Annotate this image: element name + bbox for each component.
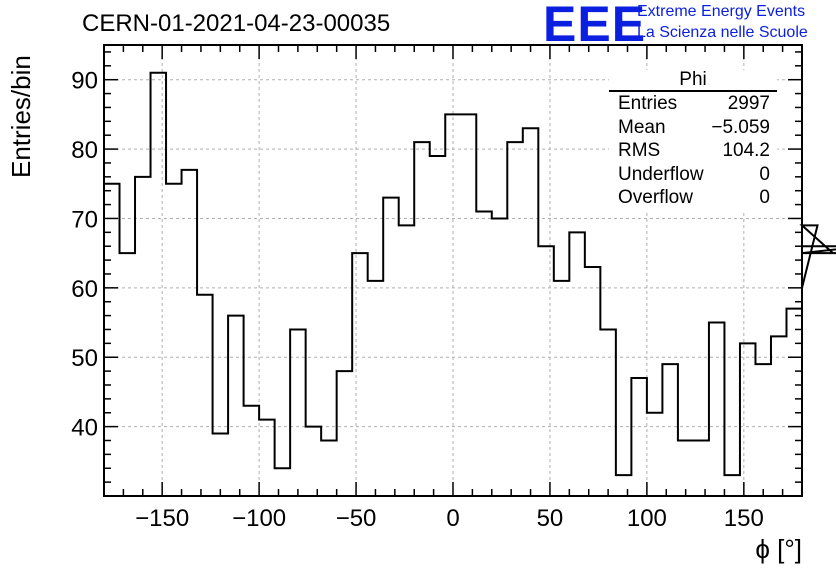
histogram-bin (414, 142, 430, 496)
histogram-bin (709, 323, 725, 496)
histogram-bin (399, 225, 415, 496)
histogram-bin (678, 440, 694, 496)
logo-subtitle-line2: La Scienza nelle Scuole (637, 24, 808, 41)
stats-row-mean: Mean −5.059 (609, 116, 777, 140)
x-tick-label: 100 (627, 505, 667, 532)
histogram-bin (538, 246, 554, 496)
histogram-bin (166, 184, 182, 496)
x-tick-label: 0 (446, 505, 459, 532)
stats-row-overflow: Overflow 0 (609, 186, 777, 210)
stats-value: 104.2 (722, 140, 770, 161)
stats-row-rms: RMS 104.2 (609, 139, 777, 163)
histogram-bin (228, 316, 244, 496)
histogram-bin (306, 427, 322, 496)
histogram-bin (616, 475, 632, 496)
histogram-bin (724, 475, 740, 496)
histogram-bin (693, 440, 709, 496)
stats-label: RMS (618, 140, 661, 161)
y-tick-label: 60 (71, 276, 98, 303)
histogram-bin (104, 184, 120, 496)
histogram-bin (244, 406, 260, 496)
x-tick-label: 50 (537, 505, 564, 532)
stats-box-name: Phi (609, 70, 777, 92)
histogram-bin (492, 218, 508, 496)
histogram-bin (213, 434, 229, 496)
stats-label: Underflow (618, 163, 704, 185)
histogram-bin (445, 114, 461, 496)
histogram-bin (523, 128, 539, 496)
y-tick-label: 90 (71, 68, 98, 95)
stats-value: 0 (759, 187, 770, 208)
histogram-bin (337, 371, 353, 496)
histogram-bin (383, 198, 399, 496)
histogram-bin (631, 378, 647, 496)
stats-row-entries: Entries 2997 (609, 92, 777, 116)
histogram-bin (647, 413, 663, 496)
chart-title: CERN-01-2021-04-23-00035 (82, 10, 391, 37)
stats-label: Mean (618, 116, 666, 138)
stats-value: 0 (759, 163, 770, 185)
stats-row-underflow: Underflow 0 (609, 163, 777, 187)
eee-logo: EEE (543, 0, 647, 52)
x-axis-label: ϕ [°] (755, 534, 802, 564)
histogram-bin (569, 232, 585, 496)
x-tick-label: −100 (232, 505, 286, 532)
histogram-bin (182, 170, 198, 496)
histogram-bin (585, 267, 601, 496)
y-tick-label: 40 (71, 415, 98, 442)
histogram-bin (430, 156, 446, 496)
histogram-bin (600, 329, 616, 496)
logo-subtitle-line1: Extreme Energy Events (637, 3, 806, 20)
histogram-bin (554, 281, 570, 496)
stats-box: Phi Entries 2997 Mean −5.059 RMS 104.2 U… (609, 70, 777, 210)
y-tick-label: 70 (71, 206, 98, 233)
histogram-bin (368, 281, 384, 496)
histogram-bin (275, 468, 291, 496)
stats-value: −5.059 (711, 116, 770, 138)
histogram-bin (151, 73, 167, 496)
histogram-bin (120, 253, 136, 496)
histogram-bin (476, 212, 492, 496)
histogram-bin (290, 329, 306, 496)
stats-value: 2997 (727, 93, 770, 114)
histogram-bin (771, 336, 787, 496)
histogram-bin (461, 114, 477, 496)
histogram-bin (352, 253, 368, 496)
stats-label: Overflow (618, 187, 693, 208)
histogram-bin (259, 420, 275, 496)
x-tick-label: −50 (336, 505, 377, 532)
histogram-bin (321, 440, 337, 496)
y-tick-label: 80 (71, 137, 98, 164)
y-tick-label: 50 (71, 345, 98, 372)
x-tick-label: −150 (135, 505, 189, 532)
histogram-outline (104, 71, 836, 477)
x-tick-label: 150 (724, 505, 764, 532)
histogram-bin (507, 142, 523, 496)
stats-label: Entries (618, 93, 678, 114)
histogram-bin (740, 343, 756, 496)
histogram-bin (135, 177, 151, 496)
histogram-bin (197, 295, 213, 496)
histogram-bin (662, 364, 678, 496)
y-axis-label: Entries/bin (6, 55, 36, 178)
histogram-bin (755, 364, 771, 496)
